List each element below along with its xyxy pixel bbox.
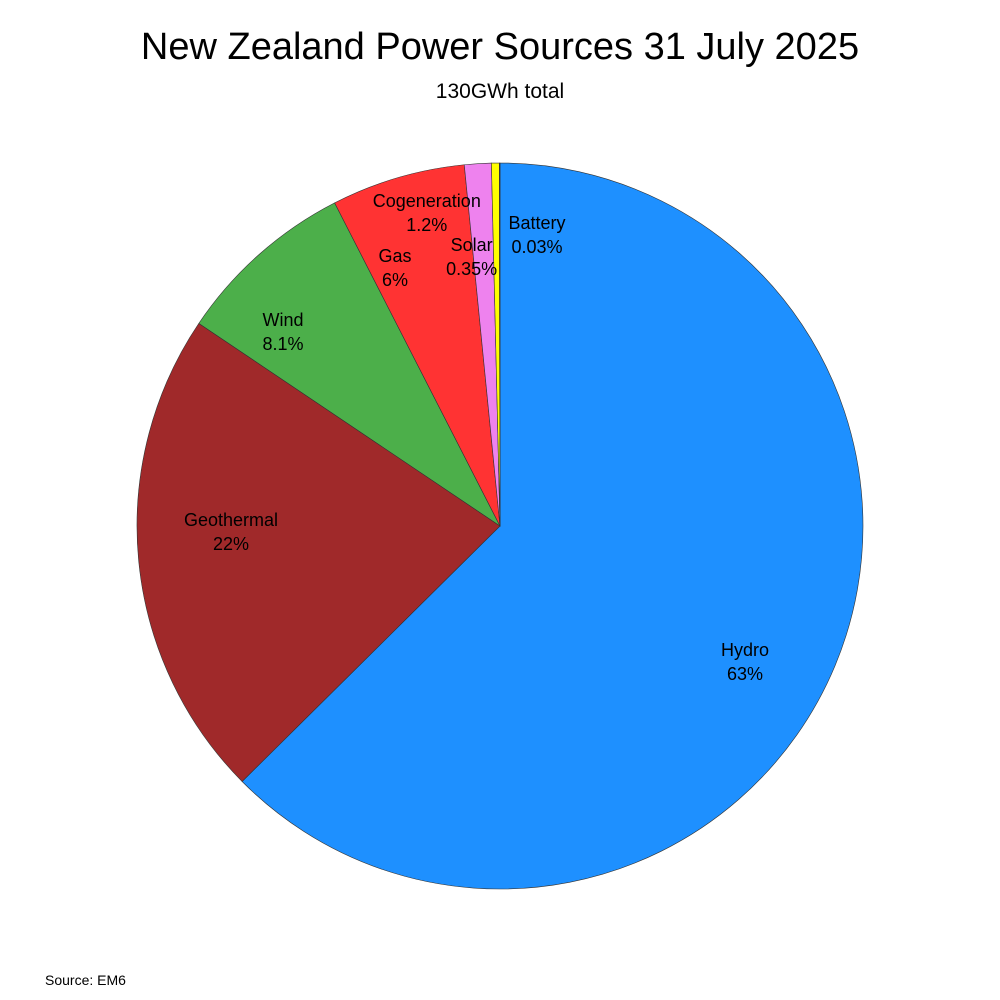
slice-wind xyxy=(198,202,501,527)
label-value-cogeneration: 1.2% xyxy=(406,215,447,235)
pie-labels: Hydro 63% Geothermal 22% Wind 8.1% Gas 6% Cogene… xyxy=(184,191,769,684)
slice-battery xyxy=(499,162,501,527)
chart-subtitle: 130GWh total xyxy=(435,80,565,103)
label-name-hydro: Hydro xyxy=(721,640,769,660)
label-name-cogeneration: Cogeneration xyxy=(373,191,481,211)
label-value-hydro: 63% xyxy=(727,664,763,684)
pie-slices xyxy=(136,162,864,890)
source-note: Source: EM6 xyxy=(45,972,126,988)
slice-hydro xyxy=(241,162,864,890)
label-value-battery: 0.03% xyxy=(511,237,562,257)
label-name-wind: Wind xyxy=(262,310,303,330)
slice-geothermal xyxy=(136,322,501,782)
label-name-gas: Gas xyxy=(378,246,411,266)
label-value-geothermal: 22% xyxy=(213,534,249,554)
label-name-battery: Battery xyxy=(508,213,565,233)
chart-title: New Zealand Power Sources 31 July 2025 xyxy=(140,26,860,68)
label-value-wind: 8.1% xyxy=(262,334,303,354)
label-name-solar: Solar xyxy=(451,235,493,255)
label-name-geothermal: Geothermal xyxy=(184,510,278,530)
label-value-gas: 6% xyxy=(382,270,408,290)
slice-gas xyxy=(334,164,501,527)
label-value-solar: 0.35% xyxy=(446,259,497,279)
